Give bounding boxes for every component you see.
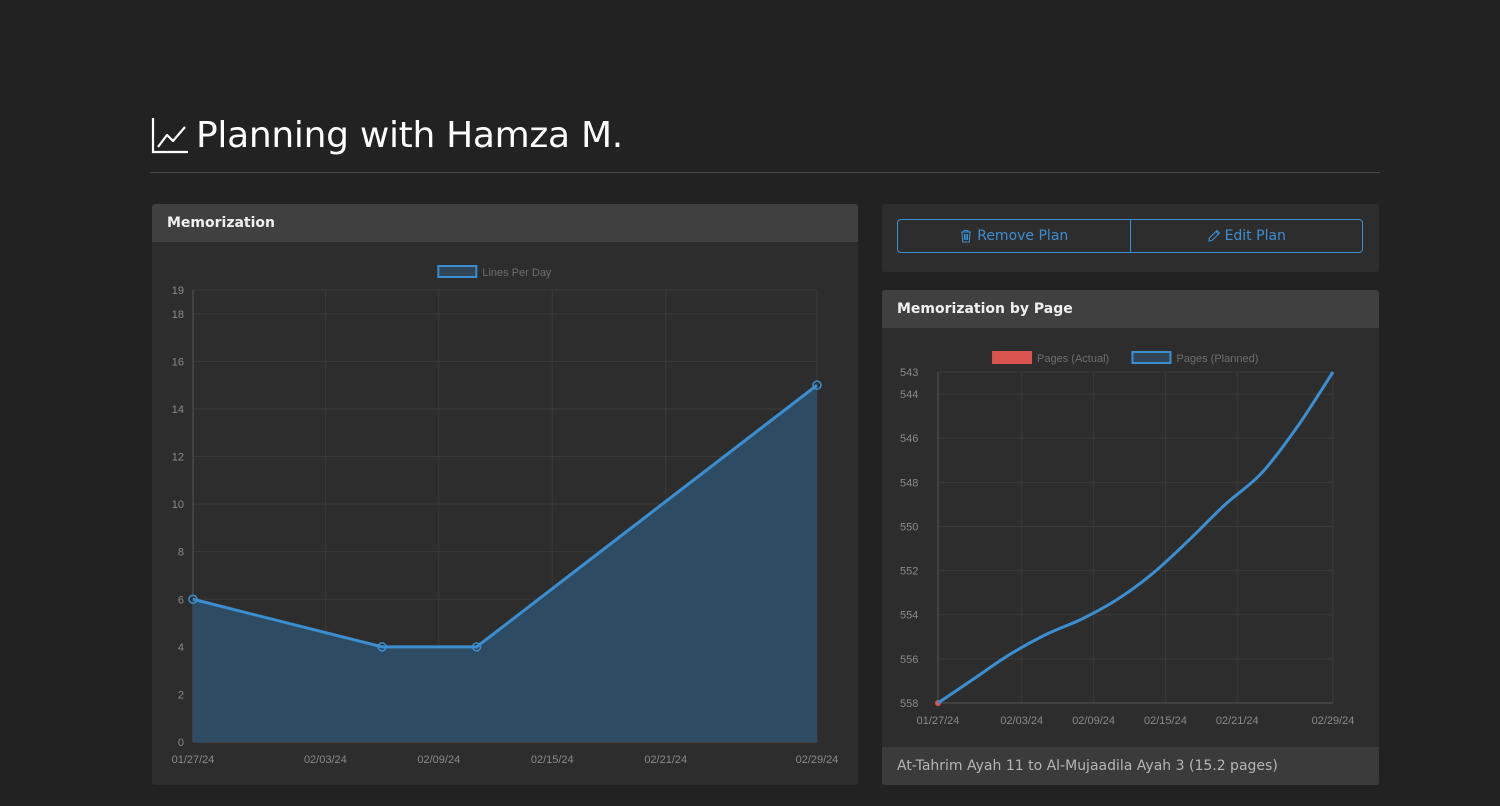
x-tick-label: 02/15/24 (531, 754, 574, 766)
y-tick-label: 2 (178, 689, 184, 701)
y-tick-label: 0 (178, 737, 184, 749)
y-tick-label: 554 (900, 610, 918, 622)
x-tick-label: 02/15/24 (1144, 715, 1187, 727)
x-tick-label: 01/27/24 (917, 715, 960, 727)
y-tick-label: 12 (172, 452, 184, 464)
x-tick-label: 02/03/24 (304, 754, 347, 766)
remove-plan-label: Remove Plan (977, 228, 1069, 244)
legend-label: Pages (Actual) (1037, 353, 1109, 365)
line-chart-icon (151, 118, 188, 154)
data-point (377, 642, 387, 652)
x-tick-label: 02/29/24 (796, 754, 839, 766)
remove-plan-button[interactable]: Remove Plan (898, 220, 1130, 252)
legend-swatch (437, 265, 478, 278)
series-line (937, 371, 1335, 705)
data-point (188, 594, 198, 605)
y-tick-label: 552 (900, 566, 918, 578)
y-tick-label: 558 (900, 698, 918, 710)
x-tick-label: 02/03/24 (1000, 715, 1043, 727)
memorization-by-page-header: Memorization by Page (882, 290, 1379, 328)
y-tick-label: 556 (900, 654, 918, 666)
x-tick-label: 02/21/24 (644, 754, 687, 766)
plan-actions-card: Remove Plan Edit Plan (882, 204, 1379, 272)
pencil-icon (1208, 229, 1220, 242)
y-tick-label: 546 (900, 433, 918, 445)
y-tick-label: 8 (178, 547, 184, 559)
y-tick-label: 543 (900, 367, 918, 379)
x-tick-label: 02/21/24 (1216, 715, 1259, 727)
y-tick-label: 4 (178, 642, 184, 654)
legend-swatch (1131, 351, 1172, 364)
memorization-card: Memorization 0 2 4 6 8 10 12 14 16 18 19 01/27/24 02… (152, 204, 858, 785)
y-tick-label: 550 (900, 521, 918, 533)
y-tick-label: 544 (900, 389, 918, 401)
edit-plan-button[interactable]: Edit Plan (1129, 220, 1363, 252)
x-tick-label: 01/27/24 (172, 754, 215, 766)
legend-label: Pages (Planned) (1176, 353, 1258, 365)
memorization-card-header: Memorization (152, 204, 858, 242)
y-tick-label: 6 (178, 594, 184, 606)
chart-legend: Lines Per Day (437, 265, 552, 279)
series-area (193, 385, 817, 742)
data-point (812, 380, 822, 390)
y-tick-label: 14 (172, 404, 184, 416)
y-tick-label: 19 (172, 285, 184, 297)
pages-chart: 558 556 554 552 550 548 546 544 543 01/27/24 02/03… (900, 351, 1355, 727)
edit-plan-label: Edit Plan (1224, 228, 1286, 244)
memorization-range-footer: At-Tahrim Ayah 11 to Al-Mujaadila Ayah 3… (882, 747, 1379, 785)
y-tick-label: 548 (900, 477, 918, 489)
lines-per-day-chart: 0 2 4 6 8 10 12 14 16 18 19 01/27/24 02/03/24 02/09/2… (172, 265, 839, 766)
memorization-by-page-card: Memorization by Page 558 556 554 552 550 548 5… (882, 290, 1379, 785)
page-header: Planning with Hamza M. (150, 113, 623, 157)
trash-icon (961, 229, 972, 243)
legend-swatch (992, 351, 1033, 364)
x-tick-label: 02/09/24 (1072, 715, 1115, 727)
title-divider (150, 172, 1380, 173)
x-tick-label: 02/09/24 (417, 754, 460, 766)
data-point (471, 642, 482, 652)
page-title: Planning with Hamza M. (196, 114, 623, 156)
plan-actions-group: Remove Plan Edit Plan (897, 219, 1363, 253)
legend-label: Lines Per Day (482, 267, 552, 279)
chart-legend: Pages (Actual) Pages (Planned) (992, 351, 1258, 365)
y-tick-label: 18 (172, 309, 184, 321)
y-tick-label: 10 (172, 499, 184, 511)
x-tick-label: 02/29/24 (1312, 715, 1355, 727)
y-tick-label: 16 (172, 356, 184, 368)
series-line (192, 383, 818, 649)
